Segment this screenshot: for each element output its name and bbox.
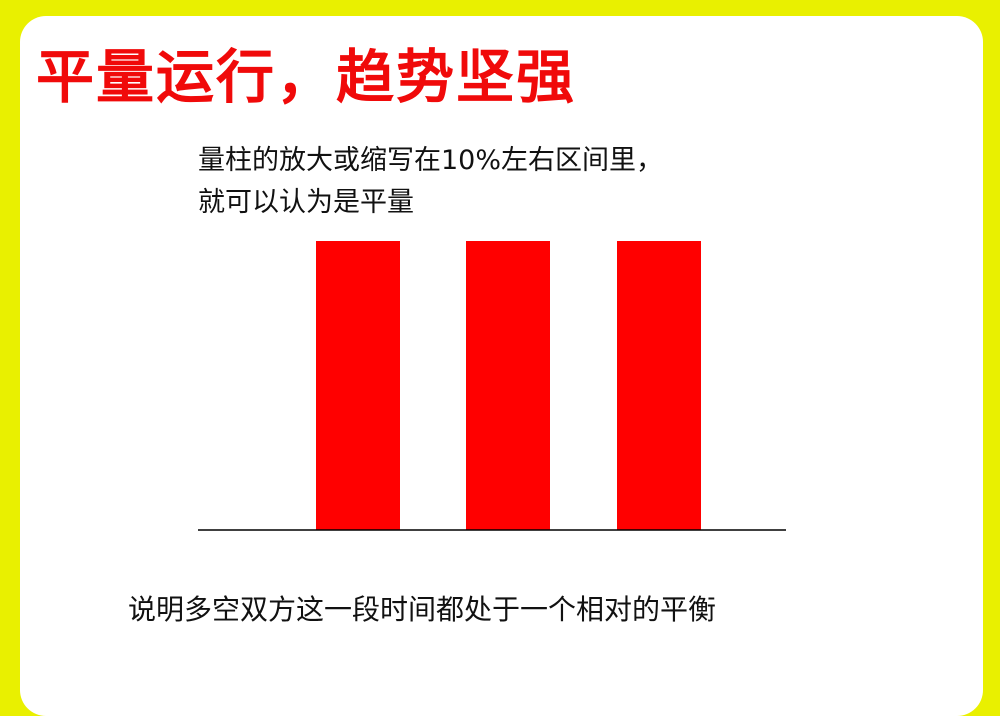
description: 量柱的放大或缩写在10%左右区间里， 就可以认为是平量 [198,140,663,224]
volume-bar [316,241,400,530]
volume-bar [466,241,550,530]
page-title: 平量运行，趋势坚强 [36,43,577,111]
volume-bar [617,241,701,530]
description-line-2: 就可以认为是平量 [198,187,414,218]
description-line-1: 量柱的放大或缩写在10%左右区间里， [198,145,664,176]
volume-bar-chart [198,241,786,531]
footer-caption: 说明多空双方这一段时间都处于一个相对的平衡 [128,593,717,626]
